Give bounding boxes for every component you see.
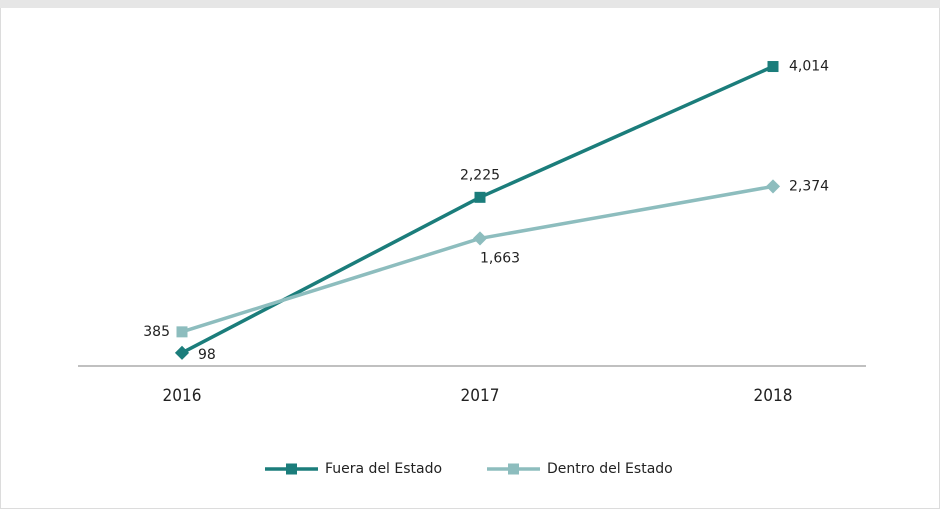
- legend-marker: [508, 463, 519, 475]
- x-tick-label: 2017: [461, 386, 500, 406]
- legend-label: Dentro del Estado: [547, 461, 673, 477]
- marker: [767, 61, 779, 73]
- marker: [176, 326, 188, 338]
- x-tick-label: 2018: [754, 386, 793, 406]
- legend-label: Fuera del Estado: [325, 461, 442, 477]
- data-label: 1,663: [480, 250, 520, 266]
- marker: [474, 191, 486, 203]
- x-tick-label: 2016: [163, 386, 202, 406]
- data-label: 98: [198, 347, 216, 363]
- marker: [472, 231, 488, 246]
- data-label: 385: [143, 324, 170, 340]
- data-label: 2,225: [460, 167, 500, 183]
- top-band: [0, 0, 940, 8]
- data-label: 4,014: [789, 59, 829, 75]
- data-label: 2,374: [789, 178, 829, 194]
- legend-marker: [286, 463, 297, 475]
- marker: [765, 179, 781, 194]
- marker: [174, 345, 190, 360]
